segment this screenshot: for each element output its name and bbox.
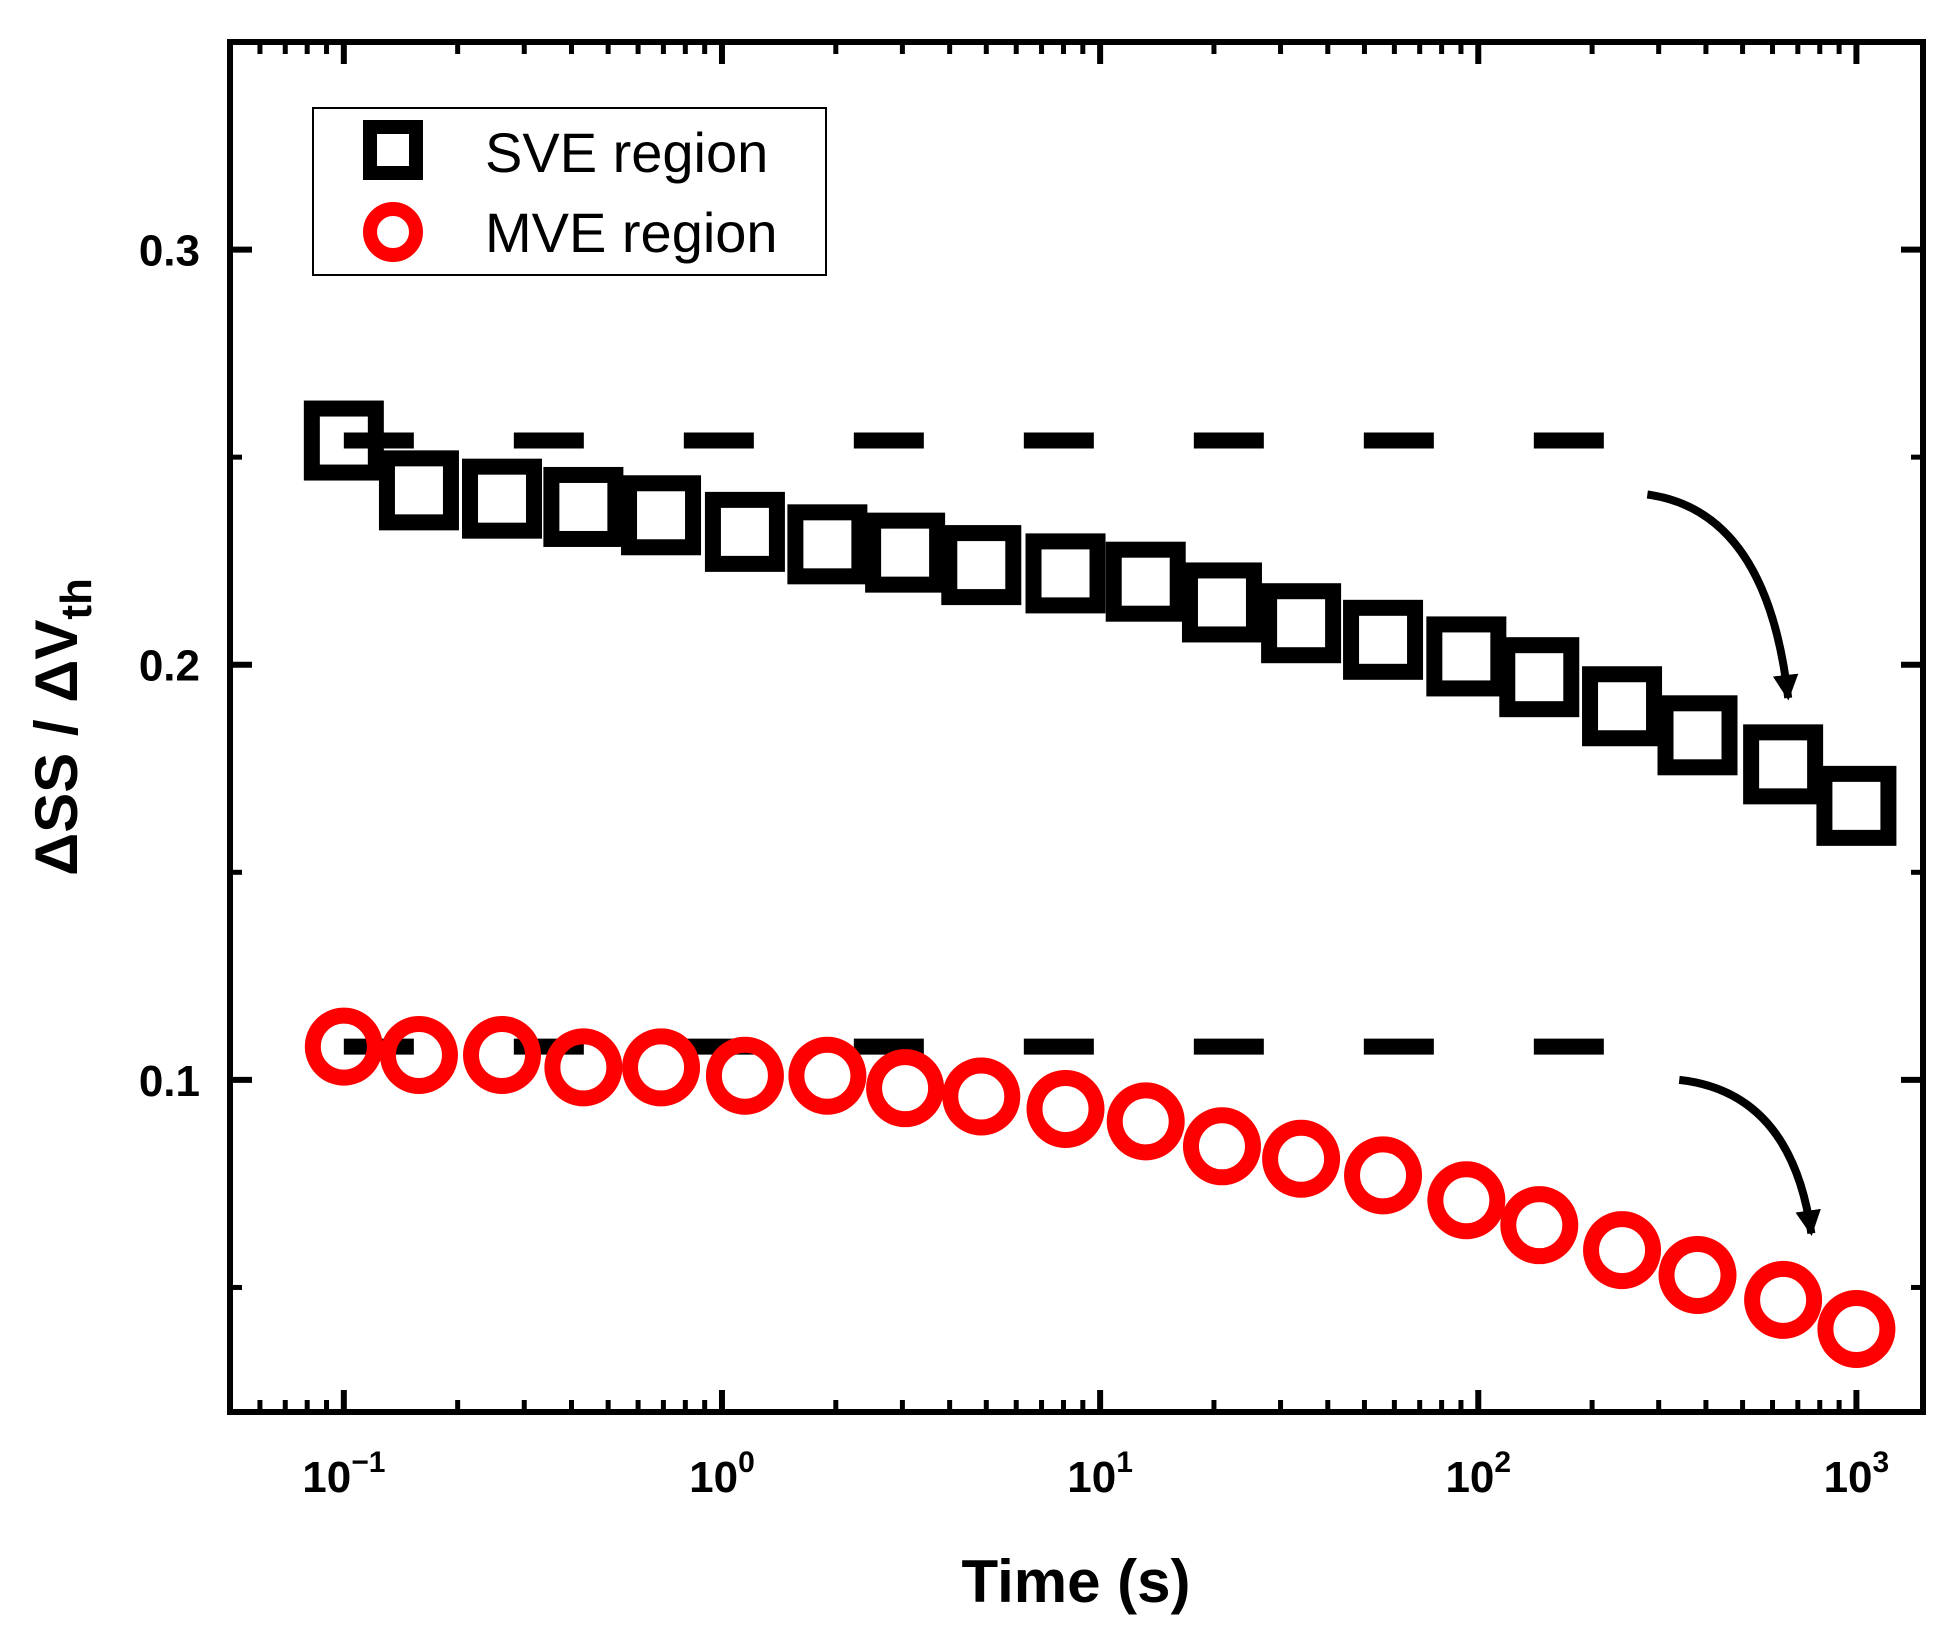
series-layer	[303, 400, 1897, 1368]
legend: SVE region MVE region	[312, 107, 827, 276]
x-tick-label-exponent: 0	[738, 1446, 755, 1479]
annotation-layer	[1646, 490, 1821, 1237]
y-axis-title-subscript: th	[52, 578, 101, 620]
data-point-circle	[1026, 1069, 1105, 1148]
x-axis-title: Time (s)	[962, 1548, 1191, 1615]
x-tick-label: 103	[1824, 1446, 1890, 1502]
data-point-square	[941, 525, 1022, 606]
data-point-circle	[1427, 1161, 1506, 1240]
data-point-circle	[1106, 1082, 1185, 1161]
x-tick-label-base: 10	[1067, 1453, 1116, 1502]
data-point-square	[1261, 583, 1342, 664]
data-point-circle	[866, 1049, 945, 1128]
y-tick-label: 0.2	[139, 642, 200, 691]
y-tick-label: 0.3	[139, 227, 200, 276]
x-tick-label-exponent: 3	[1873, 1446, 1890, 1479]
data-point-circle	[1262, 1119, 1341, 1198]
data-point-circle	[1182, 1107, 1261, 1186]
data-point-square	[303, 400, 384, 481]
x-tick-label: 101	[1067, 1446, 1133, 1502]
x-tick-label-exponent: 1	[1116, 1446, 1133, 1479]
legend-label-mve: MVE region	[485, 201, 778, 264]
x-tick-label: 102	[1445, 1446, 1511, 1502]
major-ticks	[230, 42, 1923, 1412]
data-point-square	[1499, 637, 1580, 718]
y-tick-label: 0.1	[139, 1057, 200, 1106]
data-point-square	[1343, 599, 1424, 680]
data-point-circle	[622, 1028, 701, 1107]
legend-marker-sve	[363, 120, 423, 180]
data-point-square	[1426, 616, 1507, 697]
data-point-square	[378, 450, 459, 531]
data-point-square	[1025, 533, 1106, 614]
data-point-square	[787, 504, 868, 585]
legend-marker-mve	[363, 202, 423, 262]
data-point-circle	[1744, 1260, 1823, 1339]
data-point-circle	[1344, 1136, 1423, 1215]
data-point-square	[621, 475, 702, 556]
data-point-square	[1743, 724, 1824, 805]
data-point-circle	[942, 1057, 1021, 1136]
y-axis-title-main: ΔSS / ΔV	[23, 620, 90, 876]
x-tick-label-base: 10	[1824, 1453, 1873, 1502]
data-point-square	[1181, 562, 1262, 643]
data-point-square	[1582, 666, 1663, 747]
data-point-circle	[544, 1028, 623, 1107]
data-point-circle	[1658, 1236, 1737, 1314]
data-point-square	[1105, 541, 1186, 622]
data-point-circle	[705, 1036, 784, 1115]
data-point-circle	[788, 1036, 867, 1115]
y-tick-labels: 0.1 0.2 0.3	[139, 227, 200, 1106]
data-point-square	[865, 512, 946, 593]
data-point-circle	[463, 1015, 542, 1094]
data-point-square	[462, 458, 543, 539]
x-tick-label: 10−1	[302, 1446, 385, 1502]
plot-frame	[227, 39, 1926, 1415]
data-point-circle	[1583, 1211, 1662, 1290]
x-tick-label-exponent: 2	[1494, 1446, 1511, 1479]
data-point-square	[1816, 765, 1897, 846]
data-point-square	[543, 466, 624, 547]
data-point-circle	[379, 1015, 458, 1094]
legend-label-sve: SVE region	[485, 121, 768, 184]
x-tick-label-base: 10	[302, 1453, 351, 1502]
data-point-square	[1657, 695, 1738, 776]
curved-arrow	[1678, 1075, 1821, 1237]
x-tick-label-exponent: −1	[351, 1446, 385, 1479]
x-tick-labels: 10−1 100 101 102 103	[302, 1446, 1889, 1502]
data-point-circle	[1817, 1289, 1896, 1368]
series-sve-region	[303, 400, 1897, 846]
data-point-circle	[304, 1007, 383, 1086]
curved-arrow	[1646, 490, 1799, 701]
x-tick-label: 100	[689, 1446, 755, 1502]
x-tick-label-base: 10	[689, 1453, 738, 1502]
series-mve-region	[304, 1007, 1896, 1368]
data-point-circle	[1500, 1186, 1579, 1265]
x-tick-label-base: 10	[1445, 1453, 1494, 1502]
data-point-square	[704, 491, 785, 572]
y-axis-title: ΔSS / ΔVth	[23, 578, 101, 876]
